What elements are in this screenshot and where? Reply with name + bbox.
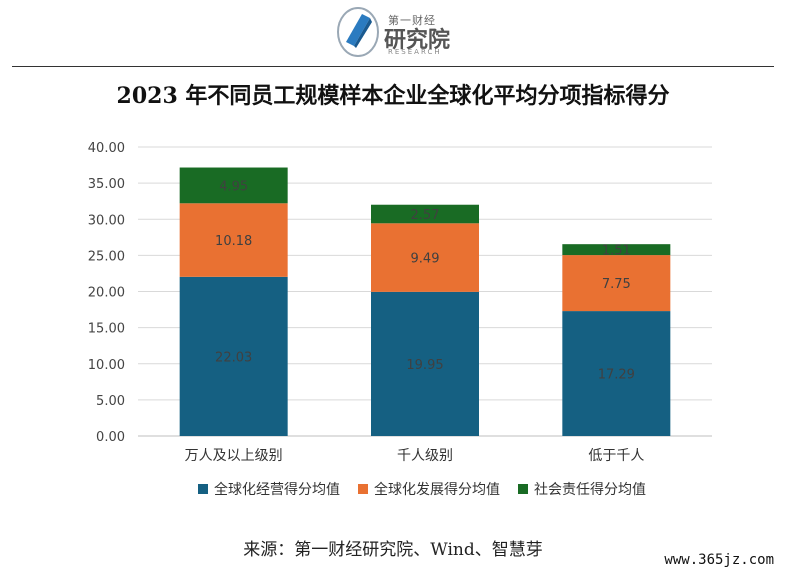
bar-segment bbox=[371, 223, 479, 292]
bar-segment bbox=[562, 311, 671, 436]
y-tick-label: 25.00 bbox=[88, 249, 125, 264]
y-tick-label: 0.00 bbox=[96, 430, 125, 445]
bar-segment bbox=[562, 255, 671, 312]
data-label: 9.49 bbox=[411, 252, 440, 267]
y-tick-label: 20.00 bbox=[88, 286, 125, 301]
bar-segment bbox=[371, 204, 479, 224]
data-label: 22.03 bbox=[215, 350, 252, 365]
y-tick-label: 40.00 bbox=[88, 141, 125, 156]
y-tick-label: 5.00 bbox=[96, 394, 125, 409]
data-label: 17.29 bbox=[598, 368, 635, 383]
bar-segment bbox=[179, 203, 288, 277]
legend-swatch bbox=[518, 484, 528, 494]
y-tick-label: 10.00 bbox=[88, 358, 125, 373]
data-label: 1.51 bbox=[602, 244, 631, 259]
logo-top-text: 第一财经 bbox=[388, 14, 436, 27]
header-divider bbox=[12, 66, 774, 67]
bar-segment bbox=[562, 244, 671, 256]
legend-label: 社会责任得分均值 bbox=[534, 481, 646, 498]
data-label: 19.95 bbox=[406, 358, 443, 373]
legend-swatch bbox=[198, 484, 208, 494]
chart-title: 2023 年不同员工规模样本企业全球化平均分项指标得分 bbox=[116, 83, 670, 109]
data-label: 2.57 bbox=[411, 208, 440, 223]
bar-segment bbox=[371, 291, 479, 436]
data-label: 4.95 bbox=[219, 179, 248, 194]
category-label: 万人及以上级别 bbox=[185, 448, 283, 464]
research-logo: 第一财经 研究院 RESEARCH bbox=[336, 4, 466, 60]
watermark: www.365jz.com bbox=[660, 552, 778, 568]
y-tick-label: 15.00 bbox=[88, 322, 125, 337]
y-tick-label: 35.00 bbox=[88, 177, 125, 192]
legend-label: 全球化发展得分均值 bbox=[374, 481, 500, 498]
data-label: 10.18 bbox=[215, 234, 252, 249]
category-label: 千人级别 bbox=[397, 448, 453, 464]
source-note: 来源：第一财经研究院、Wind、智慧芽 bbox=[243, 540, 543, 560]
logo-book-icon bbox=[337, 7, 379, 57]
logo-main-text: 研究院 bbox=[384, 28, 451, 53]
legend-swatch bbox=[358, 484, 368, 494]
bar-segment bbox=[179, 276, 288, 436]
data-label: 7.75 bbox=[602, 277, 631, 292]
logo-sub-text: RESEARCH bbox=[388, 48, 442, 56]
stacked-bar-chart: 0.00 5.00 10.00 15.00 20.00 25.00 30.00 35.00 40… bbox=[88, 141, 712, 498]
bar-segment bbox=[179, 167, 288, 204]
y-tick-label: 30.00 bbox=[88, 213, 125, 228]
category-label: 低于千人 bbox=[588, 448, 644, 464]
legend-label: 全球化经营得分均值 bbox=[214, 481, 340, 498]
